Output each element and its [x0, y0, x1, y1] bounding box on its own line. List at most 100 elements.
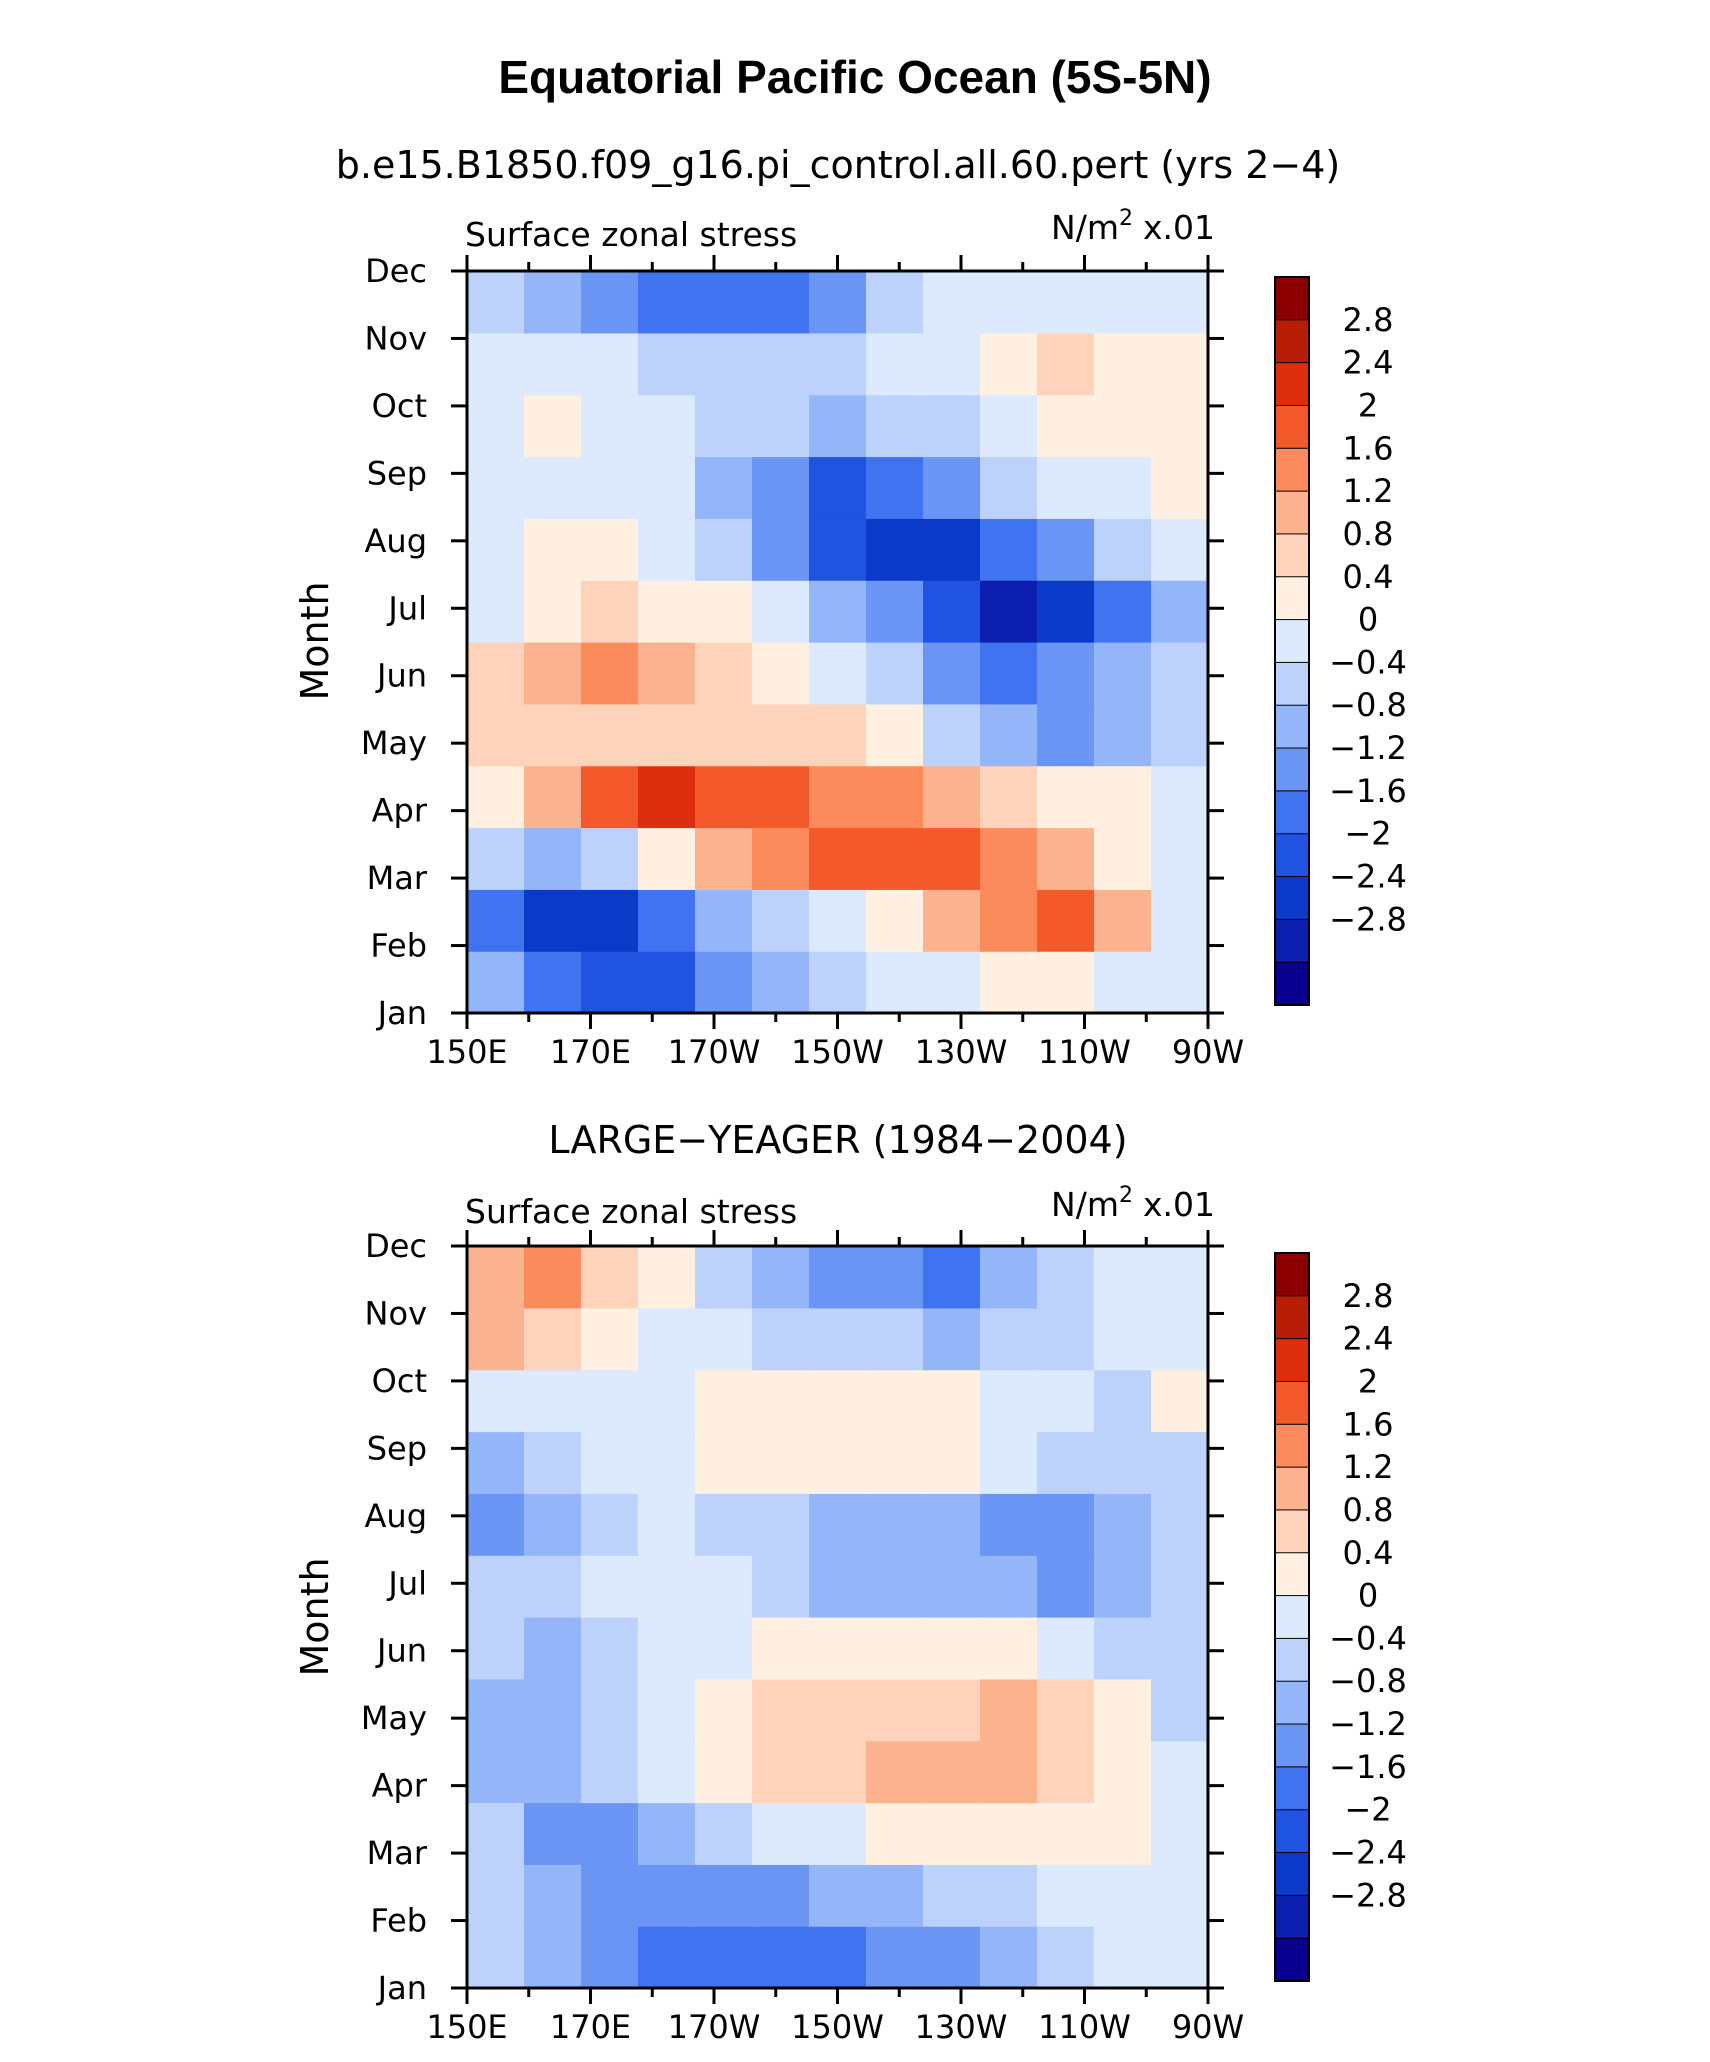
heatmap-cell — [524, 642, 582, 705]
heatmap-cell — [695, 1369, 753, 1433]
heatmap-cell — [923, 271, 981, 334]
y-axis: Jan Feb Mar Apr May Jun Jul Aug Sep Oct Nov Dec — [361, 1227, 1224, 2007]
y-tick-label: Oct — [372, 1362, 427, 1400]
heatmap-cell — [866, 394, 924, 458]
heatmap-cell — [638, 271, 696, 334]
heatmap-cell — [524, 1246, 582, 1309]
heatmap-cell — [638, 580, 696, 643]
heatmap-cell — [1151, 271, 1209, 334]
heatmap-cell — [809, 1431, 867, 1494]
heatmap-cell — [1151, 1617, 1209, 1680]
colorbar-swatch — [1274, 747, 1310, 792]
colorbar-label: 2 — [1358, 1362, 1378, 1400]
heatmap-cell — [581, 1307, 639, 1371]
colorbar-swatch — [1274, 1466, 1310, 1511]
colorbar-label: 0.8 — [1343, 515, 1394, 553]
heatmap-cell — [1094, 456, 1152, 519]
heatmap-cell — [809, 765, 867, 829]
heatmap-cell — [467, 1864, 525, 1927]
heatmap-cell — [980, 332, 1038, 396]
heatmap-cell — [752, 271, 810, 334]
heatmap-cell — [1151, 1740, 1209, 1804]
x-tick-label: 130W — [915, 1033, 1008, 1071]
heatmap-cell — [923, 518, 981, 581]
heatmap-cell — [866, 271, 924, 334]
heatmap-cell — [695, 951, 753, 1014]
colorbar-swatch — [1274, 319, 1310, 364]
heatmap-cell — [1094, 642, 1152, 705]
heatmap-cell — [524, 827, 582, 890]
heatmap-cell — [980, 1678, 1038, 1742]
heatmap-cell — [1094, 271, 1152, 334]
heatmap-cell — [638, 1493, 696, 1556]
heatmap-cell — [695, 1555, 753, 1618]
colorbar-label: −2 — [1344, 1791, 1391, 1829]
heatmap-cell — [980, 642, 1038, 705]
colorbar-label: 2.8 — [1343, 1277, 1394, 1315]
y-tick-label: Apr — [372, 792, 428, 830]
heatmap-cell — [923, 703, 981, 767]
heatmap-cell — [581, 394, 639, 458]
heatmap-cell — [1151, 332, 1209, 396]
heatmap-cell — [809, 1246, 867, 1309]
x-tick-label: 150W — [791, 2008, 884, 2046]
heatmap-cell — [524, 889, 582, 952]
heatmap-cell — [1151, 456, 1209, 519]
y-axis-title: Month — [293, 1557, 337, 1676]
heatmap-cell — [695, 332, 753, 396]
heatmap-cell — [809, 1740, 867, 1804]
heatmap-cell — [809, 1555, 867, 1618]
heatmap-cell — [581, 1678, 639, 1742]
y-tick-label: Jul — [386, 589, 427, 627]
heatmap-cell — [467, 271, 525, 334]
heatmap-cell — [695, 889, 753, 952]
colorbar-swatch — [1274, 1595, 1310, 1640]
colorbar-swatch — [1274, 1852, 1310, 1897]
heatmap-cell — [1094, 1678, 1152, 1742]
y-tick-label: Oct — [372, 387, 427, 425]
colorbar-swatch — [1274, 918, 1310, 964]
heatmap-cell — [1094, 1555, 1152, 1618]
heatmap-cell — [638, 394, 696, 458]
colorbar-swatch — [1274, 876, 1310, 921]
heatmap-cell — [1094, 1246, 1152, 1309]
colorbar-swatch — [1274, 790, 1310, 835]
heatmap-cell — [923, 394, 981, 458]
heatmap-cell — [524, 1864, 582, 1927]
heatmap-cell — [866, 1617, 924, 1680]
heatmap-cell — [467, 580, 525, 643]
heatmap-cell — [866, 1307, 924, 1371]
heatmap-cell — [809, 1802, 867, 1865]
heatmap-cell — [638, 1802, 696, 1865]
panel-units-label: N/m2 x.01 — [1051, 206, 1215, 247]
y-tick-label: Feb — [370, 1902, 427, 1940]
heatmap-cell — [695, 827, 753, 890]
heatmap-cell — [866, 1369, 924, 1433]
heatmap-cell — [980, 1740, 1038, 1804]
colorbar-swatch — [1274, 833, 1310, 878]
y-tick-label: Aug — [365, 522, 427, 560]
colorbar-label: −0.8 — [1329, 1662, 1407, 1700]
colorbar-swatch — [1274, 1680, 1310, 1726]
heatmap-cell — [638, 518, 696, 581]
heatmap-cell — [1151, 1555, 1209, 1618]
y-tick-label: Jun — [375, 657, 427, 695]
heatmap-cell — [752, 456, 810, 519]
heatmap-cell — [524, 271, 582, 334]
heatmap-cell — [980, 889, 1038, 952]
y-tick-label: Nov — [365, 1294, 427, 1332]
heatmap-cell — [467, 1740, 525, 1804]
heatmap-cell — [1094, 1307, 1152, 1371]
colorbar-swatch — [1274, 1380, 1310, 1426]
heatmap-cell — [980, 518, 1038, 581]
colorbar-label: 0 — [1358, 601, 1378, 639]
heatmap-cell — [866, 332, 924, 396]
heatmap-cell — [752, 765, 810, 829]
heatmap-cell — [1037, 332, 1095, 396]
heatmap-cell — [1151, 518, 1209, 581]
heatmap-cell — [695, 1802, 753, 1865]
x-tick-label: 170W — [668, 2008, 761, 2046]
heatmap-cell — [467, 456, 525, 519]
y-tick-label: Aug — [365, 1497, 427, 1535]
